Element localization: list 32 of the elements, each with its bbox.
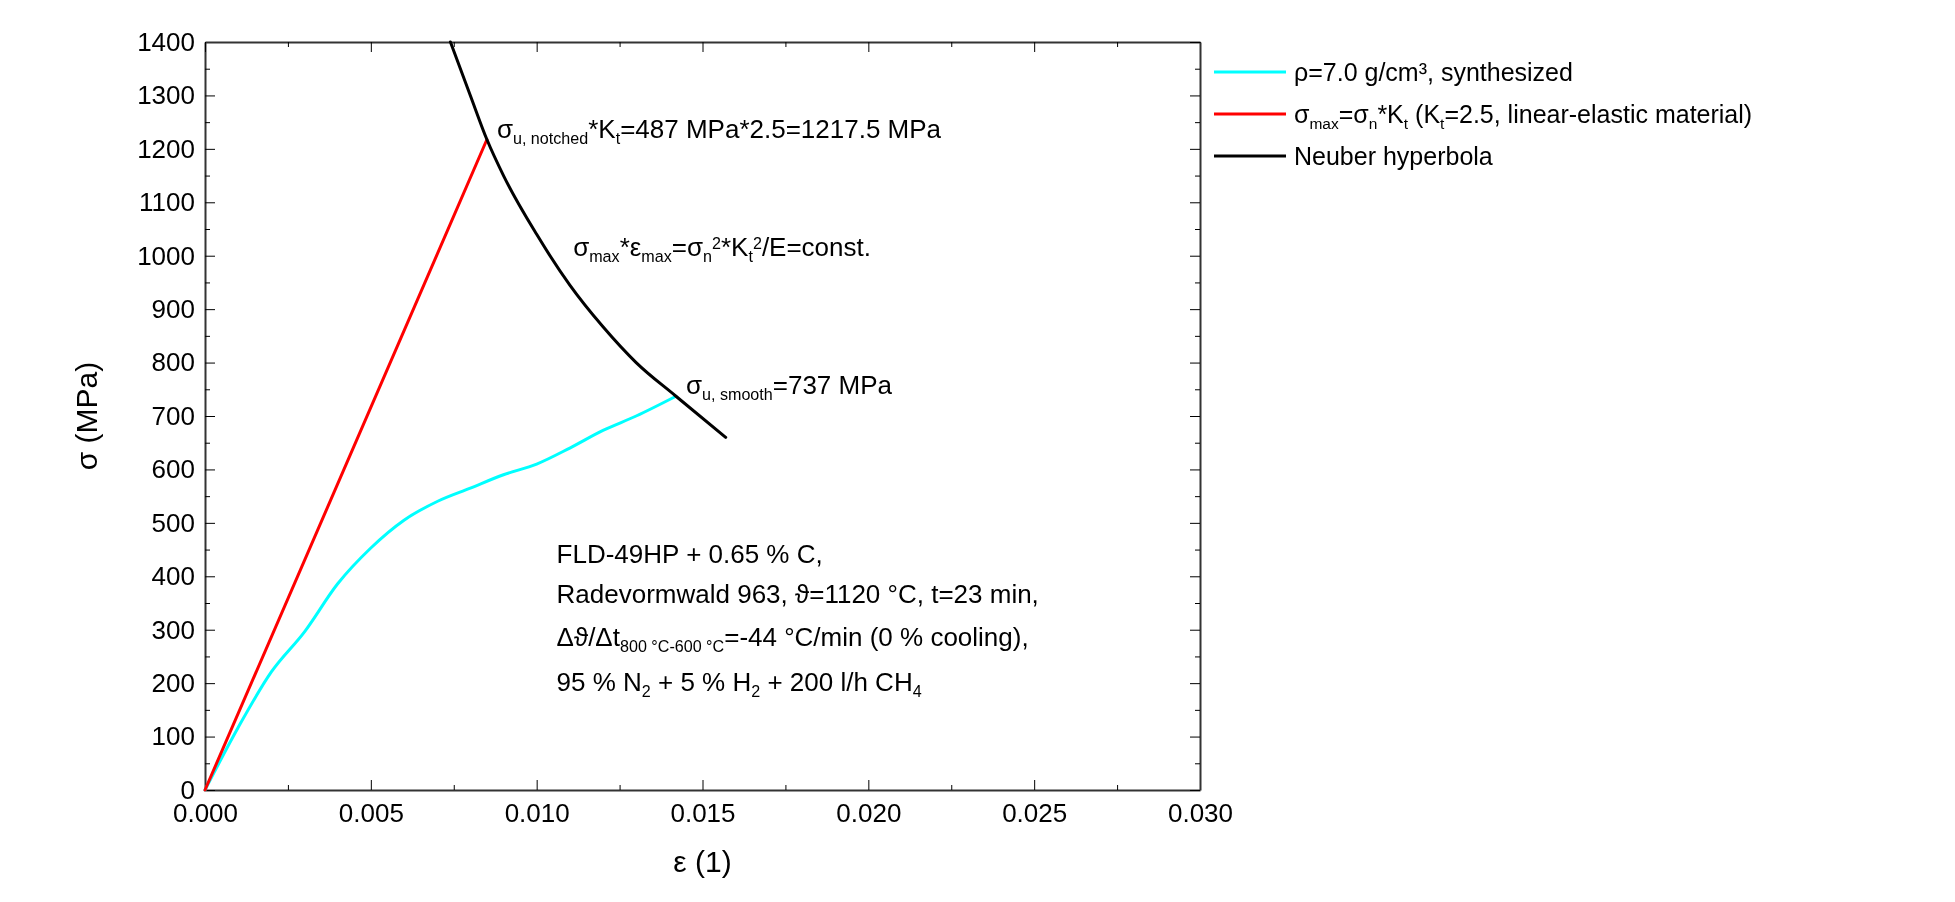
x-tick-label: 0.010 [504,798,570,829]
y-tick-label: 1000 [137,240,195,271]
annotation: Δϑ/Δt$_{800 °C-600 °C}$=-44 °C/min (0 % cooling), [556,621,1029,655]
annotation: σ$_{u, notched}$*K$_{t}$=487 MPa*2.5=1217.5 MPa [496,113,942,147]
annotation: FLD-49HP + 0.65 % C, [556,538,823,569]
annotation: σ$_{u, smooth}$=737 MPa [685,370,893,403]
legend-label: ρ=7.0 g/cm³, synthesized [1294,58,1573,86]
x-tick-label: 0.005 [338,798,404,829]
x-tick-label: 0.015 [670,798,736,829]
annotation: 95 % N$_{2}$ + 5 % H$_{2}$ + 200 l/h CH$_{4}$ [556,667,922,700]
y-tick-label: 500 [151,507,195,538]
y-tick-label: 100 [151,721,195,752]
y-tick-label: 600 [151,454,195,485]
x-tick-label: 0.025 [1002,798,1068,829]
y-tick-label: 200 [151,667,195,698]
legend-label: Neuber hyperbola [1294,142,1493,170]
y-tick-label: 700 [151,400,195,431]
annotation: Radevormwald 963, ϑ=1120 °C, t=23 min, [556,579,1039,609]
y-tick-label: 900 [151,293,195,324]
y-tick-label: 1100 [139,187,195,218]
text: σ$_{max}$*ε$_{max}$=σ$_{n}$$^{2}$*K$_{t}$$^{2}$/E=const. [573,231,872,265]
y-tick-label: 400 [151,561,195,592]
x-axis-title: ε (1) [673,845,732,878]
y-tick-label: 1200 [137,133,195,164]
y-tick-label: 300 [151,614,195,645]
y-tick-label: 1400 [137,26,195,57]
y-axis-title: σ (MPa) [70,361,103,471]
y-tick-label: 800 [151,347,195,378]
text: σ$_{max}$=σ$_{n}$*K$_{t}$ (K$_{t}$=2.5, linear-elastic material) [1294,100,1753,132]
x-tick-label: 0.020 [836,798,902,829]
x-tick-label: 0.030 [1167,798,1234,829]
y-tick-label: 1300 [137,80,195,111]
